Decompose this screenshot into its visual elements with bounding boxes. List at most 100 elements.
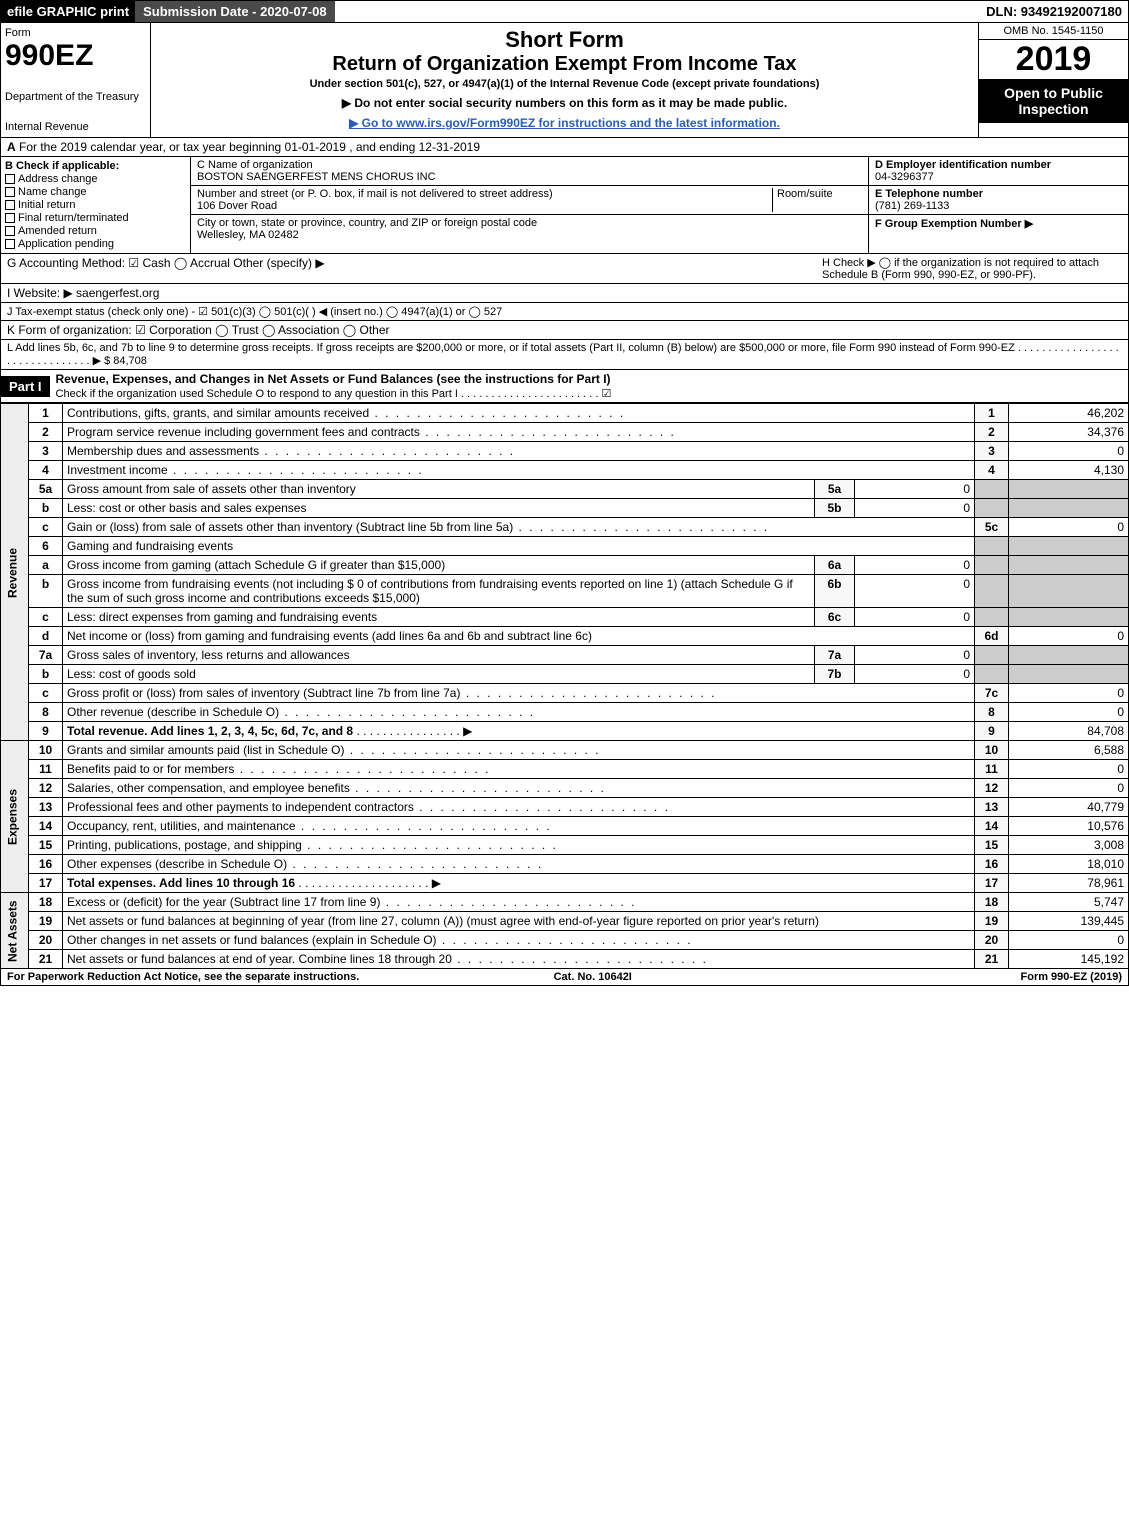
- dln: DLN: 93492192007180: [980, 1, 1128, 22]
- ln7b-desc: Less: cost of goods sold: [63, 665, 815, 684]
- ln7c-box: 7c: [975, 684, 1009, 703]
- ln1-desc: Contributions, gifts, grants, and simila…: [63, 404, 975, 423]
- ln13-desc: Professional fees and other payments to …: [63, 798, 975, 817]
- ln6b-desc: Gross income from fundraising events (no…: [63, 575, 815, 608]
- ln2-val: 34,376: [1009, 423, 1129, 442]
- ln7a-sv: 0: [855, 646, 975, 665]
- ln5a-desc: Gross amount from sale of assets other t…: [63, 480, 815, 499]
- room-suite-label: Room/suite: [772, 188, 862, 212]
- ln14-desc: Occupancy, rent, utilities, and maintena…: [63, 817, 975, 836]
- period-row: A For the 2019 calendar year, or tax yea…: [0, 138, 1129, 157]
- footer-right: Form 990-EZ (2019): [1021, 971, 1122, 983]
- ln20-box: 20: [975, 931, 1009, 950]
- ln5a-shade: [975, 480, 1009, 499]
- efile-label: efile GRAPHIC print: [1, 1, 135, 22]
- ln5a-num: 5a: [29, 480, 63, 499]
- ln5a-sv: 0: [855, 480, 975, 499]
- irs-label: Internal Revenue: [5, 121, 146, 133]
- box-b-hdr: B Check if applicable:: [5, 160, 119, 172]
- ln6c-sv: 0: [855, 608, 975, 627]
- ln2-desc: Program service revenue including govern…: [63, 423, 975, 442]
- chk-final-return: Final return/terminated: [18, 212, 129, 224]
- row-gh: G Accounting Method: ☑ Cash ◯ Accrual Ot…: [0, 254, 1129, 284]
- ln3-num: 3: [29, 442, 63, 461]
- period-text: For the 2019 calendar year, or tax year …: [19, 140, 480, 154]
- ln19-box: 19: [975, 912, 1009, 931]
- city-state-zip: Wellesley, MA 02482: [197, 229, 862, 241]
- ln5b-desc: Less: cost or other basis and sales expe…: [63, 499, 815, 518]
- ln20-num: 20: [29, 931, 63, 950]
- ln2-num: 2: [29, 423, 63, 442]
- ln6d-num: d: [29, 627, 63, 646]
- warning: ▶ Do not enter social security numbers o…: [159, 96, 970, 110]
- box-c: C Name of organization BOSTON SAENGERFES…: [191, 157, 868, 253]
- chk-amended-return: Amended return: [18, 225, 97, 237]
- website: I Website: ▶ saengerfest.org: [7, 286, 159, 300]
- ln21-desc: Net assets or fund balances at end of ye…: [63, 950, 975, 969]
- submission-date: Submission Date - 2020-07-08: [135, 1, 335, 22]
- ln6c-shade2: [1009, 608, 1129, 627]
- subtitle: Under section 501(c), 527, or 4947(a)(1)…: [159, 78, 970, 90]
- ln6-desc: Gaming and fundraising events: [63, 537, 975, 556]
- ln6c-desc: Less: direct expenses from gaming and fu…: [63, 608, 815, 627]
- ln3-desc: Membership dues and assessments: [63, 442, 975, 461]
- ln21-box: 21: [975, 950, 1009, 969]
- ln6-shade2: [1009, 537, 1129, 556]
- ln6a-sb: 6a: [815, 556, 855, 575]
- ln18-desc: Excess or (deficit) for the year (Subtra…: [63, 893, 975, 912]
- ln6c-num: c: [29, 608, 63, 627]
- ln1-val: 46,202: [1009, 404, 1129, 423]
- ln6d-val: 0: [1009, 627, 1129, 646]
- ln7c-num: c: [29, 684, 63, 703]
- ln13-box: 13: [975, 798, 1009, 817]
- ln6b-shade2: [1009, 575, 1129, 608]
- form-label: Form: [5, 27, 146, 39]
- ln10-box: 10: [975, 741, 1009, 760]
- ln6d-box: 6d: [975, 627, 1009, 646]
- ln15-val: 3,008: [1009, 836, 1129, 855]
- side-revenue: Revenue: [1, 404, 29, 741]
- side-expenses: Expenses: [1, 741, 29, 893]
- ln5c-box: 5c: [975, 518, 1009, 537]
- chk-name-change: Name change: [18, 186, 87, 198]
- ln6b-shade: [975, 575, 1009, 608]
- accounting-method: G Accounting Method: ☑ Cash ◯ Accrual Ot…: [7, 256, 822, 281]
- ln19-val: 139,445: [1009, 912, 1129, 931]
- form-number-box: Form 990EZ Department of the Treasury In…: [1, 23, 151, 137]
- ln7a-shade2: [1009, 646, 1129, 665]
- row-j: J Tax-exempt status (check only one) - ☑…: [0, 303, 1129, 321]
- schedule-b-check: H Check ▶ ◯ if the organization is not r…: [822, 256, 1122, 281]
- ln6d-desc: Net income or (loss) from gaming and fun…: [63, 627, 975, 646]
- ln17-val: 78,961: [1009, 874, 1129, 893]
- title-center: Short Form Return of Organization Exempt…: [151, 23, 978, 137]
- part1-title: Revenue, Expenses, and Changes in Net As…: [56, 372, 611, 386]
- entity-box: B Check if applicable: Address change Na…: [0, 157, 1129, 254]
- ln1-num: 1: [29, 404, 63, 423]
- ln7b-shade: [975, 665, 1009, 684]
- ln19-desc: Net assets or fund balances at beginning…: [63, 912, 975, 931]
- ln21-num: 21: [29, 950, 63, 969]
- ln8-num: 8: [29, 703, 63, 722]
- ln20-val: 0: [1009, 931, 1129, 950]
- chk-address-change: Address change: [18, 173, 98, 185]
- ln2-box: 2: [975, 423, 1009, 442]
- ln12-num: 12: [29, 779, 63, 798]
- ln21-val: 145,192: [1009, 950, 1129, 969]
- ln8-val: 0: [1009, 703, 1129, 722]
- ln9-box: 9: [975, 722, 1009, 741]
- ln11-val: 0: [1009, 760, 1129, 779]
- box-def: D Employer identification number 04-3296…: [868, 157, 1128, 253]
- phone-label: E Telephone number: [875, 188, 983, 200]
- ein-value: 04-3296377: [875, 171, 934, 183]
- ln7a-shade: [975, 646, 1009, 665]
- goto-link[interactable]: ▶ Go to www.irs.gov/Form990EZ for instru…: [349, 116, 780, 130]
- ln5c-num: c: [29, 518, 63, 537]
- ln10-val: 6,588: [1009, 741, 1129, 760]
- ln6c-shade: [975, 608, 1009, 627]
- ln7a-num: 7a: [29, 646, 63, 665]
- ln8-desc: Other revenue (describe in Schedule O): [63, 703, 975, 722]
- chk-application-pending: Application pending: [18, 238, 114, 250]
- ln12-box: 12: [975, 779, 1009, 798]
- main-title: Return of Organization Exempt From Incom…: [159, 53, 970, 76]
- footer: For Paperwork Reduction Act Notice, see …: [0, 969, 1129, 986]
